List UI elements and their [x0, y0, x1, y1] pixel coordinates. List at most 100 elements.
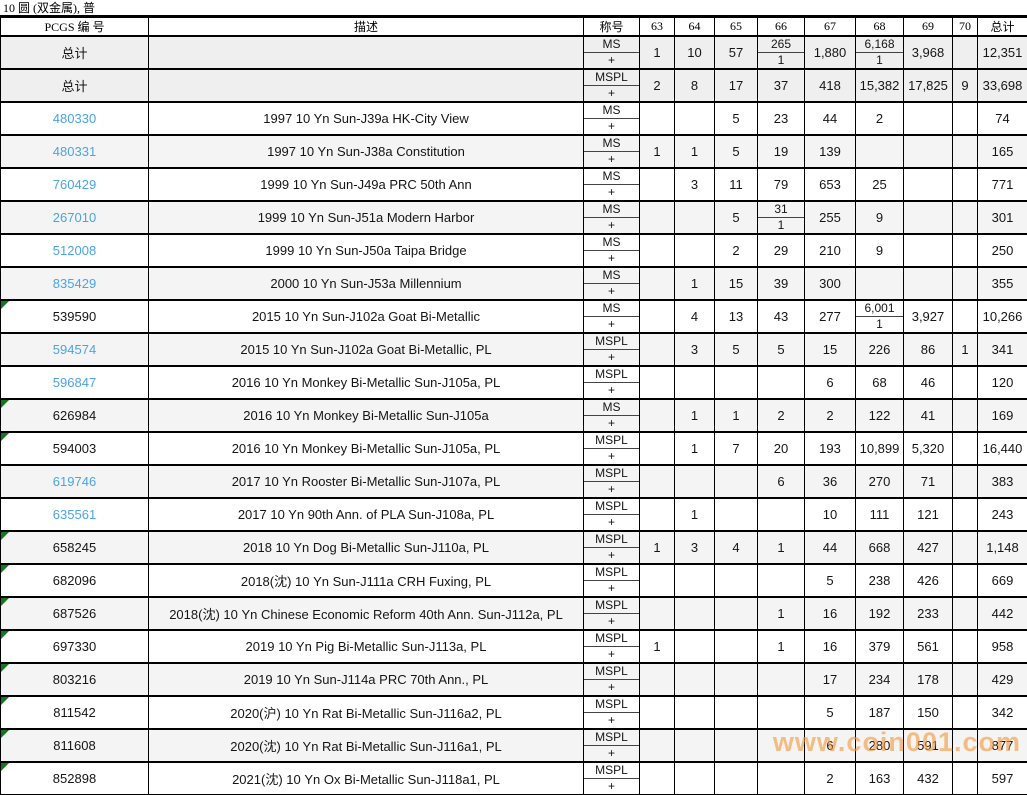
- designation-plus-label: +: [584, 778, 639, 794]
- grade-count: 8: [691, 71, 698, 101]
- column-header: 总计: [978, 18, 1027, 37]
- grade-count: 877: [992, 731, 1014, 761]
- coin-description: 2015 10 Yn Sun-J102a Goat Bi-Metallic: [252, 309, 480, 324]
- grade-count: 122: [869, 401, 891, 431]
- coin-description: 2017 10 Yn 90th Ann. of PLA Sun-J108a, P…: [238, 507, 494, 522]
- designation-label: MS: [584, 136, 639, 151]
- grade-count: 25: [872, 170, 886, 200]
- grade-count: 250: [992, 236, 1014, 266]
- pcgs-number-link[interactable]: 835429: [53, 276, 96, 291]
- designation-label: MS: [584, 37, 639, 52]
- green-corner-marker-icon: [1, 565, 9, 573]
- grade-count: 15: [729, 269, 743, 299]
- grade-count: 1: [691, 401, 698, 431]
- designation-plus-label: +: [584, 85, 639, 101]
- designation-plus-label: +: [584, 580, 639, 596]
- grade-count: 270: [869, 467, 891, 497]
- grade-count: 5,320: [912, 434, 945, 464]
- coin-description: 2015 10 Yn Sun-J102a Goat Bi-Metallic, P…: [240, 342, 491, 357]
- pcgs-number-link[interactable]: 480330: [53, 111, 96, 126]
- coin-description: 2016 10 Yn Monkey Bi-Metallic Sun-J105a: [243, 408, 488, 423]
- green-corner-marker-icon: [1, 697, 9, 705]
- grade-count: 429: [992, 665, 1014, 695]
- grade-count: 1,148: [986, 533, 1019, 563]
- grade-count: 16: [823, 599, 837, 629]
- pcgs-number-link[interactable]: 635561: [53, 507, 96, 522]
- pcgs-number-link[interactable]: 512008: [53, 243, 96, 258]
- grade-count: 41: [921, 401, 935, 431]
- designation-label: MSPL: [584, 499, 639, 514]
- grade-count: 165: [992, 137, 1014, 167]
- green-corner-marker-icon: [1, 730, 9, 738]
- grade-count: 7: [732, 434, 739, 464]
- grade-count: 68: [872, 368, 886, 398]
- coin-description: 2019 10 Yn Sun-J114a PRC 70th Ann., PL: [244, 672, 489, 687]
- designation-label: MSPL: [584, 466, 639, 481]
- designation-plus-label: +: [584, 151, 639, 167]
- pcgs-number: 697330: [53, 639, 96, 654]
- grade-count: 301: [992, 203, 1014, 233]
- designation-label: MS: [584, 235, 639, 250]
- pcgs-number-link[interactable]: 267010: [53, 210, 96, 225]
- grade-count: 74: [995, 104, 1009, 134]
- designation-plus-label: +: [584, 613, 639, 629]
- grade-count: 36: [823, 467, 837, 497]
- designation-plus-label: +: [584, 646, 639, 662]
- grade-count: 9: [961, 71, 968, 101]
- designation-plus-label: +: [584, 217, 639, 233]
- grade-count: 561: [917, 632, 939, 662]
- coin-description: 1999 10 Yn Sun-J50a Taipa Bridge: [265, 243, 466, 258]
- grade-count: 23: [774, 104, 788, 134]
- grade-count: 958: [992, 632, 1014, 662]
- grade-count: 1: [777, 599, 784, 629]
- designation-label: MSPL: [584, 730, 639, 745]
- pcgs-number-link[interactable]: 480331: [53, 144, 96, 159]
- grade-count: 6,001: [856, 301, 903, 316]
- designation-label: MSPL: [584, 565, 639, 580]
- green-corner-marker-icon: [1, 532, 9, 540]
- pcgs-number: 803216: [53, 672, 96, 687]
- pcgs-number-link[interactable]: 594574: [53, 342, 96, 357]
- grade-count: 418: [819, 71, 841, 101]
- grade-count: 1: [691, 269, 698, 299]
- grade-count: 426: [917, 566, 939, 596]
- grade-count: 6: [777, 467, 784, 497]
- grade-count: 17: [729, 71, 743, 101]
- grade-count: 10,899: [860, 434, 900, 464]
- grade-count: 187: [869, 698, 891, 728]
- grade-count: 19: [774, 137, 788, 167]
- total-label: 总计: [61, 46, 87, 61]
- grade-count: 669: [992, 566, 1014, 596]
- grade-count: 1: [961, 335, 968, 365]
- grade-count: 341: [992, 335, 1014, 365]
- coin-row: 635561 2017 10 Yn 90th Ann. of PLA Sun-J1…: [1, 498, 1027, 531]
- pcgs-number-link[interactable]: 596847: [53, 375, 96, 390]
- grade-count: 15: [823, 335, 837, 365]
- column-header: 63: [640, 18, 675, 37]
- grade-count: 192: [869, 599, 891, 629]
- pcgs-number-link[interactable]: 619746: [53, 474, 96, 489]
- grade-count: 121: [917, 500, 939, 530]
- grade-count: 5: [732, 137, 739, 167]
- designation-label: MSPL: [584, 433, 639, 448]
- grade-count: 57: [729, 38, 743, 68]
- grade-plus-count: 1: [856, 316, 903, 332]
- pcgs-number-link[interactable]: 760429: [53, 177, 96, 192]
- pcgs-number: 626984: [53, 408, 96, 423]
- grade-count: 653: [819, 170, 841, 200]
- grade-count: 169: [992, 401, 1014, 431]
- column-header: PCGS 编 号: [1, 18, 149, 37]
- green-corner-marker-icon: [1, 763, 9, 771]
- grade-count: 86: [921, 335, 935, 365]
- grade-count: 668: [869, 533, 891, 563]
